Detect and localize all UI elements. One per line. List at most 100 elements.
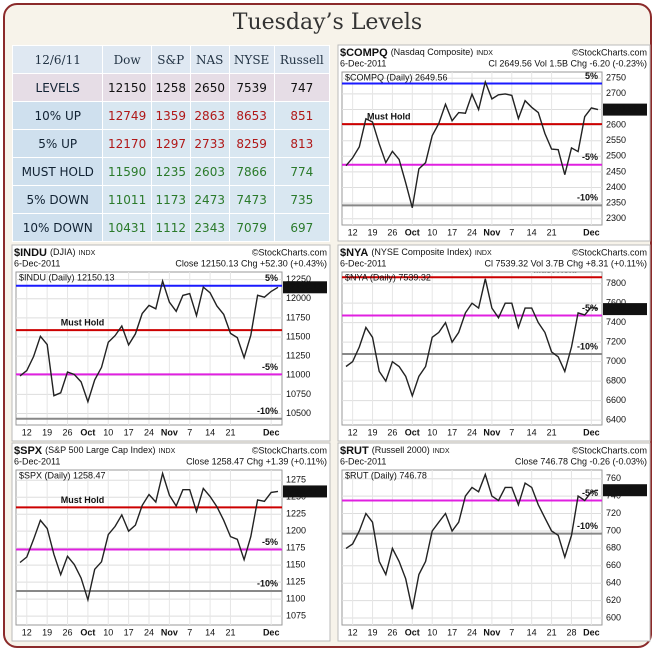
x-tick-label: 17 xyxy=(447,627,457,637)
page-title: Tuesday’s Levels xyxy=(232,10,423,35)
x-tick-label: Dec xyxy=(263,627,280,637)
symbol: $INDU xyxy=(14,247,47,259)
source: ©StockCharts.com xyxy=(572,445,647,455)
exchange: INDX xyxy=(476,50,493,57)
value-cell: 1173 xyxy=(150,185,191,214)
level-label: Must Hold xyxy=(367,112,411,122)
x-tick-label: 17 xyxy=(447,227,457,237)
value-cell: 2650 xyxy=(189,73,230,102)
y-tick-label: 11500 xyxy=(286,331,310,341)
x-tick-label: Nov xyxy=(161,627,178,637)
level-label: -10% xyxy=(257,406,278,416)
stats: Cl 2649.56 Vol 1.5B Chg -6.20 (-0.23%) xyxy=(488,58,647,68)
x-tick-label: 24 xyxy=(144,427,154,437)
level-label: -5% xyxy=(262,362,278,372)
value-cell: 1112 xyxy=(150,213,191,242)
x-tick-label: 12 xyxy=(348,427,358,437)
x-tick-label: 7 xyxy=(187,427,192,437)
x-tick-label: 26 xyxy=(63,427,73,437)
y-tick-label: 640 xyxy=(606,578,621,588)
y-tick-label: 11250 xyxy=(286,351,310,361)
x-tick-label: 10 xyxy=(427,227,437,237)
date: 6-Dec-2011 xyxy=(14,258,60,268)
value-cell: 851 xyxy=(273,101,331,130)
value-cell: 7473 xyxy=(228,185,275,214)
value-cell: 11011 xyxy=(102,185,152,214)
symbol: $SPX xyxy=(14,445,43,457)
price-line xyxy=(345,278,599,398)
y-tick-label: 12000 xyxy=(286,293,311,303)
y-tick-label: 700 xyxy=(606,525,621,535)
chart-header: $NYA (NYSE Composite Index) INDX xyxy=(340,247,492,259)
y-tick-label: 6400 xyxy=(606,415,626,425)
level-label: -10% xyxy=(577,193,598,203)
table-row: 10% DOWN 10431 1112 2343 7079 697 xyxy=(11,213,331,242)
exchange: INDX xyxy=(159,448,176,455)
y-tick-label: 6600 xyxy=(606,395,626,405)
last-value: 1258.47 xyxy=(285,486,318,496)
x-tick-label: 24 xyxy=(144,627,154,637)
y-tick-label: 620 xyxy=(606,595,621,605)
source: ©StockCharts.com xyxy=(252,445,327,455)
legend: $INDU (Daily) 12150.13 xyxy=(19,272,115,282)
date: 6-Dec-2011 xyxy=(340,258,386,268)
table-row: MUST HOLD 11590 1235 2603 7866 774 xyxy=(11,157,331,186)
value-cell: 7539 xyxy=(228,73,275,102)
x-tick-label: 19 xyxy=(368,227,378,237)
y-tick-label: 11000 xyxy=(286,370,310,380)
y-tick-label: 760 xyxy=(606,473,621,483)
x-tick-label: 12 xyxy=(22,627,32,637)
x-tick-label: 24 xyxy=(467,627,477,637)
price-line xyxy=(19,470,279,603)
x-tick-label: 21 xyxy=(225,627,235,637)
y-tick-label: 1125 xyxy=(286,577,305,587)
x-tick-label: 10 xyxy=(427,627,437,637)
x-tick-label: Oct xyxy=(80,627,95,637)
index-name: (Nasdaq Composite) xyxy=(391,47,474,57)
value-cell: 1235 xyxy=(150,157,191,186)
y-tick-label: 600 xyxy=(606,612,621,622)
legend: $COMPQ (Daily) 2649.56 xyxy=(345,72,448,82)
level-label: Must Hold xyxy=(61,495,105,505)
value-cell: 747 xyxy=(273,73,331,102)
value-cell: 8653 xyxy=(228,101,275,130)
exchange: INDX xyxy=(433,448,450,455)
levels: 5%Must Hold-5%-10% xyxy=(16,495,282,593)
x-tick-label: 10 xyxy=(103,627,113,637)
level-label: 5% xyxy=(265,273,278,283)
y-tick-label: 2550 xyxy=(606,135,626,145)
row-label: 5% UP xyxy=(11,129,104,158)
level-label: -5% xyxy=(582,152,598,162)
x-tick-label: Nov xyxy=(161,427,178,437)
value-cell: 2863 xyxy=(189,101,230,130)
chart-header: $SPX (S&P 500 Large Cap Index) INDX xyxy=(14,445,176,457)
x-tick-label: 12 xyxy=(348,227,358,237)
y-tick-label: 2450 xyxy=(606,166,626,176)
y-tick-label: 7400 xyxy=(606,317,626,327)
stats: Cl 7539.32 Vol 3.7B Chg +8.31 (+0.11%) xyxy=(485,258,647,268)
legend: $RUT (Daily) 746.78 xyxy=(345,470,427,480)
x-tick-label: 21 xyxy=(547,627,557,637)
exchange: INDX xyxy=(79,250,96,257)
last-value-box xyxy=(283,281,327,294)
x-tick-label: Oct xyxy=(405,627,420,637)
x-tick-label: 14 xyxy=(527,227,537,237)
x-tick-label: Dec xyxy=(263,427,280,437)
x-tick-label: 19 xyxy=(42,627,52,637)
y-tick-label: 2700 xyxy=(606,88,626,98)
symbol: $NYA xyxy=(340,247,368,259)
value-cell: 11590 xyxy=(102,157,152,186)
last-value-box xyxy=(603,484,647,497)
chart-panel: $NYA (NYSE Composite Index) INDX ©StockChar… xyxy=(337,244,651,442)
row-label: LEVELS xyxy=(11,73,104,102)
value-cell: 1359 xyxy=(150,101,191,130)
y-tick-label: 6800 xyxy=(606,376,626,386)
x-tick-label: 7 xyxy=(187,627,192,637)
chart-panel: $COMPQ (Nasdaq Composite) INDX ©StockCharts… xyxy=(337,44,651,242)
index-name: (NYSE Composite Index) xyxy=(371,247,472,257)
levels-table: 12/6/11 Dow S&P NAS NYSE Russell LEVELS 12150 12… xyxy=(11,45,331,242)
header-cell: Dow xyxy=(102,45,152,74)
index-name: (Russell 2000) xyxy=(372,445,430,455)
y-tick-label: 660 xyxy=(606,560,621,570)
level-label: -10% xyxy=(577,521,598,531)
